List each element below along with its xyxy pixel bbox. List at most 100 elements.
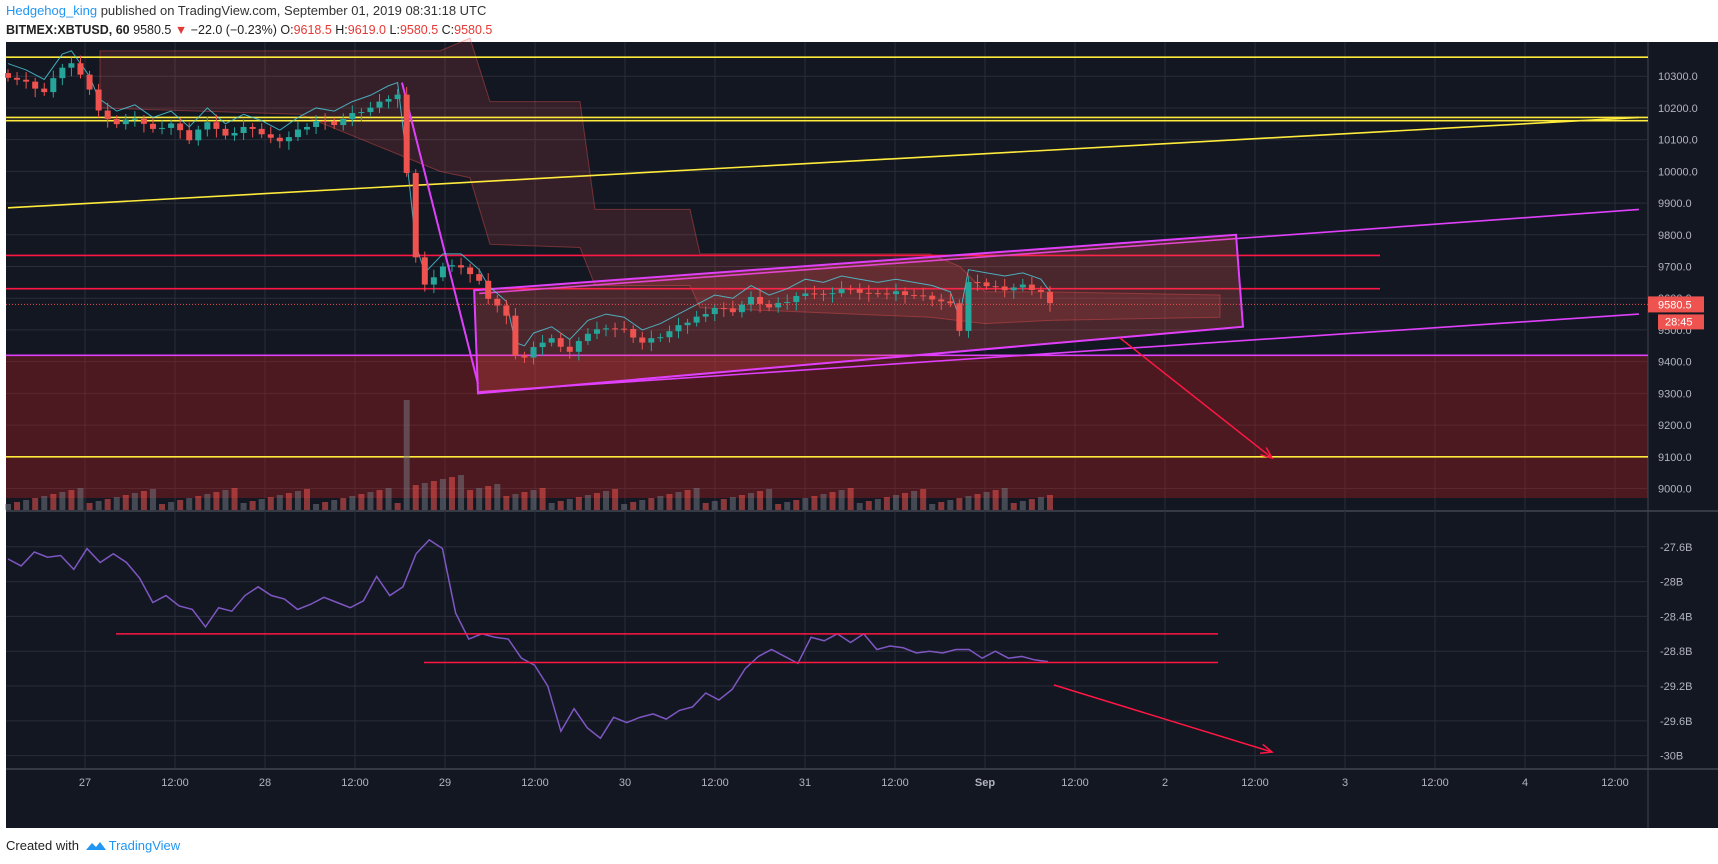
volume-bar	[938, 502, 945, 510]
time-tick-label: 3	[1342, 777, 1348, 789]
volume-bar	[992, 490, 999, 510]
volume-bar	[1047, 495, 1053, 510]
volume-bar	[566, 499, 573, 510]
candle-body	[448, 265, 455, 267]
candle-body	[458, 265, 465, 268]
volume-bar	[231, 488, 238, 510]
volume-bar	[883, 497, 890, 510]
volume-bar	[892, 495, 899, 510]
candle-body	[612, 328, 619, 330]
candle-body	[59, 67, 66, 79]
candle-body	[1019, 284, 1026, 288]
indicator-tick-label: -28.4B	[1660, 611, 1692, 623]
candle-body	[467, 267, 474, 275]
candle-body	[521, 355, 528, 358]
candle-body	[276, 137, 283, 142]
time-tick-label: 2	[1162, 777, 1168, 789]
candle-body	[603, 328, 610, 330]
volume-bar	[304, 489, 311, 510]
volume-bar	[920, 489, 927, 510]
candle-body	[258, 128, 265, 135]
candle-body	[77, 63, 84, 75]
candle-body	[231, 133, 238, 136]
candle-body	[883, 293, 890, 295]
candle-body	[104, 110, 111, 120]
candle-body	[222, 128, 229, 136]
publish-info: Hedgehog_king published on TradingView.c…	[6, 2, 486, 20]
symbol-info: BITMEX:XBTUSD, 60 9580.5 ▼ −22.0 (−0.23%…	[6, 21, 492, 39]
price-tick-label: 10300.0	[1658, 71, 1698, 83]
volume-bar	[729, 497, 736, 510]
high-value: 9619.0	[347, 23, 387, 37]
price-tick-label: 9800.0	[1658, 230, 1692, 242]
candle-body	[313, 120, 320, 127]
candle-body	[747, 296, 754, 305]
candle-body	[675, 325, 682, 332]
candle-body	[666, 331, 673, 338]
candle-body	[349, 113, 356, 120]
volume-bar	[195, 496, 202, 510]
high-label: H:	[335, 23, 348, 37]
time-tick-label: 12:00	[1421, 777, 1449, 789]
candle-body	[503, 305, 510, 316]
time-tick-label: 12:00	[341, 777, 369, 789]
volume-bar	[612, 489, 619, 510]
price-tick-label: 10100.0	[1658, 135, 1698, 147]
candle-body	[847, 288, 854, 290]
volume-bar	[412, 485, 419, 510]
candle-body	[738, 304, 745, 313]
countdown-value: 28:45	[1665, 316, 1693, 328]
candle-body	[729, 308, 736, 313]
volume-bar	[965, 496, 972, 510]
trend-line	[479, 208, 1640, 295]
candle-body	[720, 308, 727, 310]
author-link[interactable]: Hedgehog_king	[6, 3, 98, 18]
candle-body	[1047, 291, 1053, 304]
price-axis-background	[1648, 42, 1718, 828]
volume-bar	[1010, 503, 1017, 510]
volume-bar	[186, 498, 193, 510]
volume-bar	[593, 493, 600, 510]
indicator-tick-label: -29.2B	[1660, 681, 1692, 693]
low-value: 9580.5	[399, 23, 439, 37]
candle-body	[657, 337, 664, 339]
volume-bar	[793, 500, 800, 510]
volume-bar	[657, 496, 664, 510]
price-tick-label: 9200.0	[1658, 420, 1692, 432]
volume-bar	[86, 503, 93, 510]
time-tick-label: 12:00	[1241, 777, 1269, 789]
candle-body	[757, 296, 764, 304]
volume-bar	[421, 483, 428, 510]
tradingview-link[interactable]: TradingView	[108, 838, 181, 853]
volume-bar	[974, 494, 981, 510]
price-tick-label: 9000.0	[1658, 483, 1692, 495]
candle-body	[41, 88, 48, 93]
low-label: L:	[389, 23, 400, 37]
volume-bar	[829, 492, 836, 510]
price-tag-value: 9580.5	[1658, 299, 1692, 311]
candle-body	[856, 289, 863, 293]
volume-bar	[131, 493, 138, 510]
volume-bar	[403, 400, 410, 510]
volume-bar	[603, 491, 610, 510]
volume-bar	[738, 495, 745, 510]
candle-body	[793, 296, 800, 303]
volume-bar	[267, 497, 274, 510]
candle-body	[285, 137, 292, 142]
candle-body	[385, 99, 392, 102]
price-change: −22.0 (−0.23%)	[190, 23, 277, 37]
candle-body	[394, 94, 401, 100]
time-tick-label: 12:00	[701, 777, 729, 789]
volume-bar	[313, 504, 320, 510]
volume-bar	[983, 492, 990, 510]
candle-body	[494, 298, 501, 306]
candle-body	[204, 122, 211, 130]
volume-bar	[5, 504, 11, 510]
open-label: O:	[280, 23, 294, 37]
volume-bar	[177, 500, 184, 510]
volume-bar	[458, 475, 465, 510]
candle-body	[684, 322, 691, 326]
candle-body	[992, 286, 999, 288]
candle-body	[358, 112, 365, 114]
